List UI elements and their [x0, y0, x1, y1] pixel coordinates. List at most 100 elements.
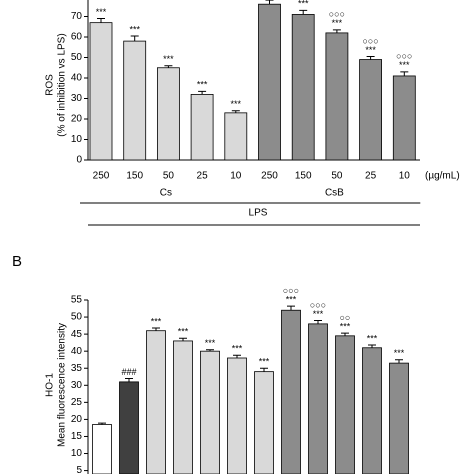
- x-tick-label: 10: [230, 171, 242, 182]
- bar: [92, 424, 112, 474]
- annotation: ***: [394, 348, 405, 358]
- x-tick-label: 250: [93, 171, 110, 182]
- error-bar: [260, 367, 268, 372]
- y-axis-label: ROS: [45, 74, 56, 96]
- bar: [146, 330, 166, 474]
- x-tick-label: 10: [399, 171, 411, 182]
- annotation: ***: [332, 18, 343, 28]
- y-axis-label: (% of inhibition vs LPS): [57, 33, 68, 136]
- annotation: ***: [129, 24, 140, 34]
- annotation: ***: [340, 321, 351, 331]
- annotation: ***: [163, 54, 174, 64]
- bar: [389, 362, 409, 474]
- annotation: ***: [231, 99, 242, 109]
- annotation: ***: [232, 344, 243, 354]
- error-bar: [198, 90, 207, 95]
- y-tick-label: 15: [71, 431, 83, 442]
- error-bar: [265, 0, 274, 5]
- bar: [119, 381, 139, 474]
- bar: [89, 22, 113, 161]
- y-tick-label: 40: [71, 73, 83, 84]
- bar: [308, 323, 328, 474]
- bar: [392, 75, 416, 161]
- error-bar: [395, 359, 403, 364]
- annotation: ○○: [340, 312, 351, 322]
- x-tick-label: 25: [197, 171, 209, 182]
- bar: [123, 40, 147, 161]
- annotation: ***: [365, 45, 376, 55]
- error-bar: [179, 337, 187, 341]
- annotation: ○○○: [362, 36, 378, 46]
- error-bar: [314, 319, 322, 324]
- y-tick-label: 30: [71, 93, 83, 104]
- y-axis-label: HO-1: [45, 373, 56, 397]
- error-bar: [164, 65, 173, 68]
- error-bar: [125, 377, 133, 382]
- error-bar: [287, 305, 295, 311]
- bar: [258, 3, 281, 161]
- error-bar: [332, 29, 341, 33]
- bar: [156, 67, 180, 161]
- bar: [362, 347, 382, 474]
- error-bar: [97, 18, 105, 23]
- annotation: ***: [96, 7, 107, 17]
- bar: [281, 309, 301, 474]
- error-bar: [368, 344, 376, 348]
- annotation: ***: [151, 316, 162, 326]
- y-tick-label: 20: [71, 114, 83, 125]
- x-tick-label: 25: [365, 171, 377, 182]
- y-axis-label: Mean fluorescence intensity: [57, 323, 68, 447]
- annotation: ○○○: [283, 286, 299, 296]
- annotation: ***: [313, 309, 324, 319]
- y-tick-label: 45: [71, 329, 83, 340]
- y-tick-label: 70: [71, 11, 83, 22]
- bar: [335, 335, 355, 474]
- y-tick-label: 5: [76, 465, 82, 474]
- error-bar: [206, 349, 214, 352]
- error-bar: [299, 9, 308, 15]
- y-tick-label: 55: [71, 295, 83, 306]
- error-bar: [152, 327, 160, 331]
- annotation: ***: [178, 327, 189, 337]
- y-tick-label: 10: [71, 134, 83, 145]
- error-bar: [231, 110, 240, 113]
- y-tick-label: 20: [71, 414, 83, 425]
- bar: [227, 357, 247, 474]
- annotation: ###: [121, 367, 136, 377]
- bar: [254, 371, 274, 474]
- error-bar: [98, 422, 106, 425]
- bar: [325, 32, 349, 161]
- y-tick-label: 50: [71, 312, 83, 323]
- bar: [224, 112, 248, 161]
- x-tick-label: 150: [126, 171, 143, 182]
- annotation: ***: [286, 295, 297, 305]
- y-tick-label: 40: [71, 346, 83, 357]
- annotation: ○○○: [329, 9, 345, 19]
- x-tick-label: 50: [163, 171, 175, 182]
- y-tick-label: 10: [71, 448, 83, 459]
- annotation: ***: [205, 338, 216, 348]
- y-tick-label: 30: [71, 380, 83, 391]
- x-tick-label: 150: [295, 171, 312, 182]
- y-tick-label: 0: [76, 155, 82, 166]
- annotation: ***: [259, 357, 270, 367]
- annotation: ***: [197, 80, 208, 90]
- group-label: LPS: [249, 208, 268, 219]
- x-tick-label: 250: [261, 171, 278, 182]
- annotation: ○○○: [310, 300, 326, 310]
- y-tick-label: 35: [71, 363, 83, 374]
- y-tick-label: 25: [71, 397, 83, 408]
- bar: [359, 59, 383, 161]
- error-bar: [233, 354, 241, 358]
- bar: [190, 94, 214, 161]
- error-bar: [130, 35, 139, 42]
- bar: [200, 350, 220, 474]
- group-label: Cs: [160, 188, 172, 199]
- y-tick-label: 60: [71, 32, 83, 43]
- annotation: ○○○: [396, 51, 412, 61]
- bar: [173, 340, 193, 474]
- panel-label: B: [12, 253, 22, 270]
- y-tick-label: 50: [71, 52, 83, 63]
- error-bar: [400, 71, 409, 76]
